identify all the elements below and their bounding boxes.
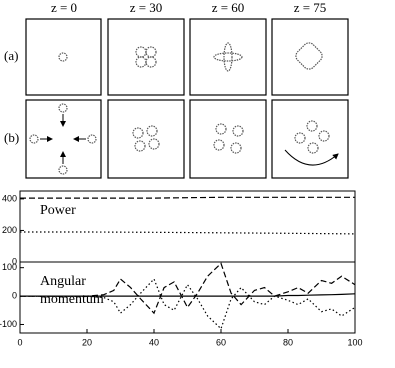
beam: [58, 52, 68, 62]
x-tick-label: 60: [216, 337, 226, 347]
y-tick-label: 0: [12, 290, 17, 300]
chart-label: momentum: [40, 292, 104, 307]
x-tick-label: 40: [149, 337, 159, 347]
y-tick-label: -100: [0, 319, 17, 329]
beam: [295, 42, 323, 70]
panel: [189, 99, 267, 179]
line-series: [20, 231, 356, 235]
y-tick-label: 100: [2, 262, 17, 272]
panel: [107, 99, 185, 179]
y-tick-label: 0: [12, 256, 17, 266]
row-label: (a): [4, 48, 18, 63]
beam: [213, 42, 243, 72]
line-series: [20, 293, 356, 297]
column-header: z = 0: [51, 0, 77, 15]
y-tick-label: 400: [2, 193, 17, 203]
beams: [132, 125, 160, 152]
arrows: [40, 114, 86, 164]
x-tick-label: 100: [347, 337, 362, 347]
beams: [294, 120, 330, 154]
column-header: z = 30: [130, 0, 163, 15]
chart-label: Power: [40, 203, 76, 218]
x-tick-label: 20: [82, 337, 92, 347]
x-tick-label: 80: [283, 337, 293, 347]
column-header: z = 60: [212, 0, 245, 15]
beams: [29, 103, 97, 175]
line-series: [20, 196, 355, 199]
panel: [25, 18, 102, 96]
line-series: [20, 262, 356, 315]
panel: [271, 18, 349, 96]
rotation-arrow: [284, 149, 339, 166]
panel: [107, 18, 185, 96]
plot-frame: [19, 190, 356, 263]
x-tick-label: 0: [17, 337, 22, 347]
beams: [213, 123, 244, 154]
panels: [25, 18, 349, 179]
panel: [189, 18, 267, 96]
line-series: [20, 277, 356, 330]
row-label: (b): [4, 130, 19, 145]
y-tick-label: 200: [2, 225, 17, 235]
beam: [135, 46, 157, 68]
chart-label: Angular: [40, 274, 86, 289]
plot-frame: [19, 261, 356, 334]
column-header: z = 75: [294, 0, 327, 15]
panel: [271, 99, 349, 179]
